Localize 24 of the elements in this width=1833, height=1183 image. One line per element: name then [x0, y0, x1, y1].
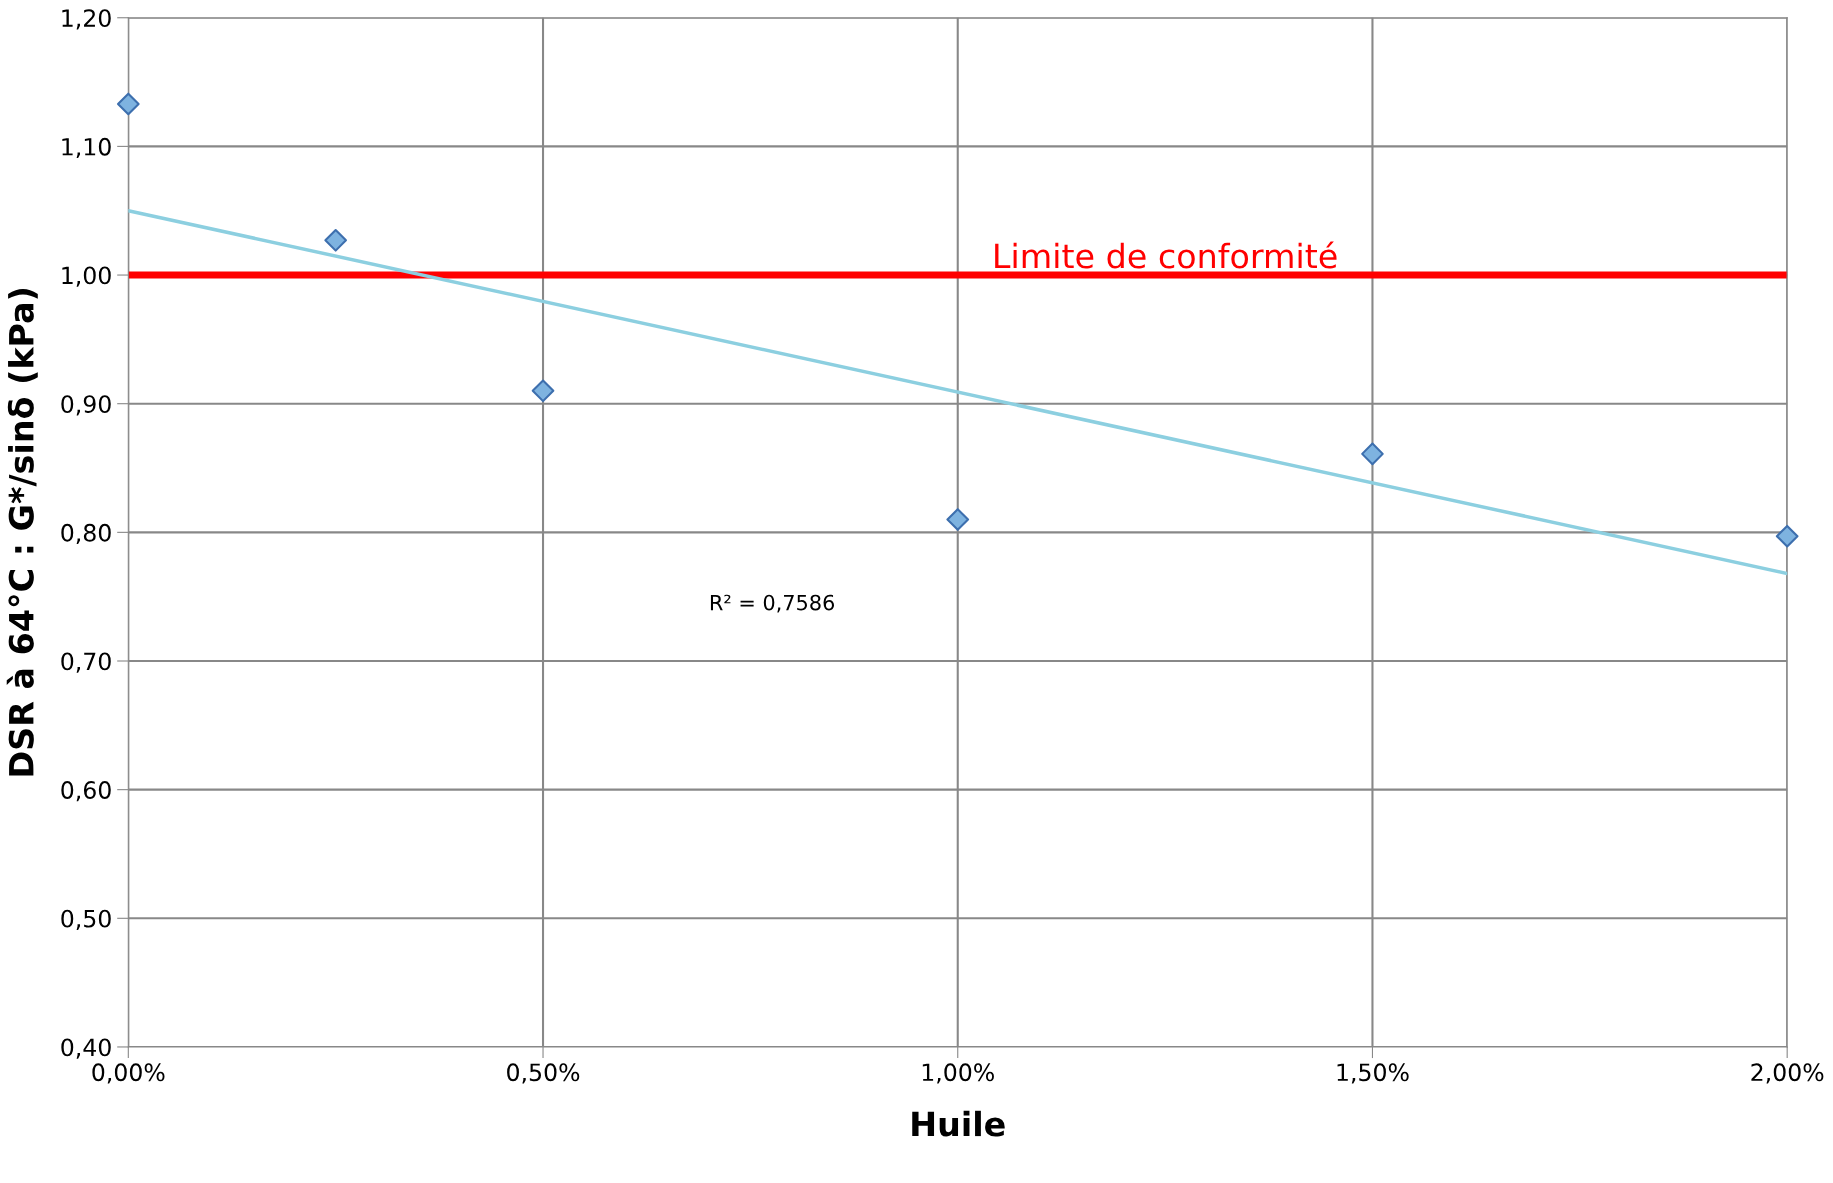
y-tick-label: 1,00	[62, 266, 111, 287]
y-tick-label: 0,70	[61, 652, 111, 673]
point	[946, 508, 970, 531]
x-tick-label: 1,00%	[922, 1063, 994, 1084]
point	[1361, 442, 1384, 466]
y-axis-title: DSR à 64°C : G*/sinδ (kPa)	[6, 289, 38, 776]
ref-line-label: Limite de conformité	[995, 241, 1337, 269]
point	[531, 379, 555, 403]
y-tick-label: 0,80	[61, 523, 111, 545]
y-tick-label: 1,10	[62, 137, 111, 159]
x-tick-label: 0,50%	[507, 1063, 580, 1084]
point	[1775, 524, 1799, 548]
annotation: R² = 0,7586	[710, 594, 835, 613]
x-axis-title: Huile	[912, 1110, 1005, 1137]
x-tick-label: 2,00%	[1751, 1063, 1824, 1084]
y-tick-label: 0,40	[61, 1038, 111, 1059]
y-tick-label: 0,50	[61, 909, 111, 931]
point	[324, 228, 348, 252]
y-tick-label: 1,20	[62, 9, 111, 30]
y-tick-label: 0,90	[61, 395, 111, 416]
point	[116, 92, 140, 116]
y-tick-label: 0,60	[61, 781, 111, 802]
x-tick-label: 1,50%	[1337, 1063, 1409, 1084]
x-tick-label: 0,00%	[92, 1063, 165, 1084]
